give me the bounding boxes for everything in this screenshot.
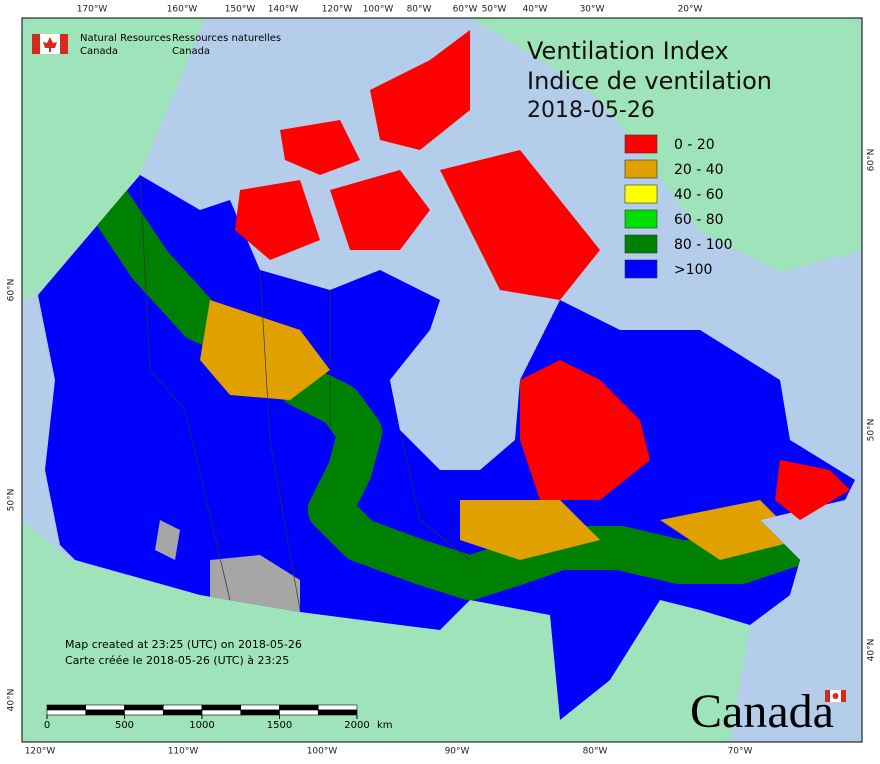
latitude-label: 60°N (7, 279, 17, 302)
scale-label: 1000 (189, 720, 214, 731)
scale-segment (46, 709, 87, 716)
date: 2018-05-26 (527, 98, 655, 123)
legend-label: 40 - 60 (674, 187, 724, 203)
map-frame (21, 17, 863, 743)
scale-label: 1500 (267, 720, 292, 731)
arctic-islands (235, 30, 850, 520)
legend-label: >100 (674, 262, 712, 278)
scale-segment (279, 709, 319, 716)
title: Indice de ventilation (527, 67, 772, 95)
scale-segment (240, 709, 280, 716)
alaska (22, 18, 205, 300)
band-20-40-region (660, 500, 800, 560)
longitude-label: 140°W (268, 5, 299, 15)
scale-label: 2000 (344, 720, 369, 731)
scale-segment (201, 704, 242, 711)
latitude-label: 40°N (7, 689, 17, 712)
legend: 0 - 20 20 - 40 40 - 60 60 - 80 80 - 100 >100 (624, 134, 733, 279)
band-20-40-region (460, 500, 600, 560)
flag-bar (60, 34, 68, 54)
credit: Map created at 23:25 (UTC) on 2018-05-26 (65, 638, 302, 651)
legend-swatch (624, 209, 658, 229)
agency-fr: Canada (172, 46, 210, 57)
legend-swatch (624, 134, 658, 154)
longitude-label: 70°W (728, 747, 753, 757)
no-data (155, 520, 180, 560)
agency-fr: Ressources naturelles (172, 33, 281, 44)
title: Ventilation Index (527, 37, 729, 65)
latitude-label: 40°N (867, 639, 877, 662)
scale-segment (46, 704, 87, 711)
longitude-label: 80°W (583, 747, 608, 757)
longitude-label: 40°W (523, 5, 548, 15)
flag-bar (32, 34, 40, 54)
longitude-label: 100°W (307, 747, 338, 757)
graticule-labels: 170°W 160°W 150°W 140°W 120°W 100°W 80°W 60°W 50… (7, 5, 877, 757)
longitude-label: 150°W (225, 5, 256, 15)
legend-swatch (624, 234, 658, 254)
credit: Carte créée le 2018-05-26 (UTC) à 23:25 (65, 654, 289, 667)
wordmark: Canada (690, 685, 834, 738)
longitude-label: 110°W (168, 747, 199, 757)
longitude-label: 100°W (363, 5, 394, 15)
legend-swatch (624, 159, 658, 179)
scale-label: 0 (44, 720, 50, 731)
scale-segment (240, 704, 280, 711)
usa (22, 520, 750, 742)
scale-segment (317, 709, 358, 716)
province-borders (139, 174, 471, 611)
scale-unit: km (377, 720, 393, 731)
scale-segment (124, 704, 164, 711)
latitude-label: 50°N (867, 419, 877, 442)
scale-segment (85, 704, 125, 711)
legend-swatch (624, 259, 658, 279)
no-data (210, 555, 300, 612)
legend-label: 80 - 100 (674, 237, 733, 253)
legend-swatch (624, 184, 658, 204)
scale-bar: 0 500 1000 1500 2000 km (44, 704, 393, 731)
longitude-label: 50°W (482, 5, 507, 15)
wordmark-flag (825, 690, 846, 702)
longitude-label: 80°W (407, 5, 432, 15)
greenland (470, 18, 862, 272)
map-body (22, 18, 862, 742)
scale-segment (201, 709, 242, 716)
scale-segment (85, 709, 125, 716)
longitude-label: 170°W (77, 5, 108, 15)
scale-segment (317, 704, 358, 711)
scale-segment (162, 709, 203, 716)
legend-label: 20 - 40 (674, 162, 724, 178)
maple-leaf (43, 37, 57, 52)
latitude-label: 60°N (867, 149, 877, 172)
agency-signature: Natural Resources Canada Ressources natu… (32, 33, 281, 57)
legend-label: 0 - 20 (674, 137, 715, 153)
agency-en: Natural Resources (80, 33, 171, 44)
scale-segment (279, 704, 319, 711)
scale-segment (162, 704, 203, 711)
longitude-label: 60°W (453, 5, 478, 15)
longitude-label: 120°W (322, 5, 353, 15)
legend-label: 60 - 80 (674, 212, 724, 228)
longitude-label: 160°W (167, 5, 198, 15)
longitude-label: 120°W (25, 747, 56, 757)
scale-segment (124, 709, 164, 716)
hudson-bay (390, 320, 520, 470)
scale-label: 500 (115, 720, 134, 731)
agency-en: Canada (80, 46, 118, 57)
longitude-label: 90°W (445, 747, 470, 757)
longitude-label: 30°W (580, 5, 605, 15)
latitude-label: 50°N (7, 489, 17, 512)
longitude-label: 20°W (678, 5, 703, 15)
